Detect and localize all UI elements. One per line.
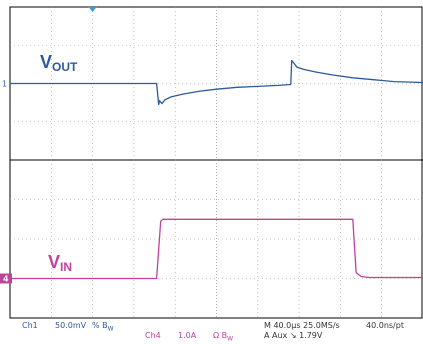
plot-frame [9, 6, 423, 319]
traces [10, 59, 423, 280]
ch1-scale: 50.0mV [55, 321, 87, 330]
vin-label: VIN [48, 252, 73, 274]
ch4-scale: 1.0A [178, 331, 197, 340]
ch4-ground-marker [0, 273, 12, 284]
sample-interval-readout: 40.0ns/pt [366, 321, 404, 330]
ch4-ground-marker-label: 4 [3, 275, 9, 284]
ch1-label: Ch1 [22, 321, 38, 330]
ch4-coupling: Ω BW [213, 331, 234, 343]
trigger-position-marker [88, 7, 97, 12]
trace-vin [10, 218, 423, 280]
channel-markers: 14 [0, 7, 97, 284]
ch1-ground-marker: 1 [2, 80, 7, 89]
vout-label: VOUT [40, 52, 78, 74]
ch1-coupling: % BW [92, 321, 114, 333]
ch4-label: Ch4 [145, 331, 161, 340]
trace-vout [10, 59, 423, 106]
timebase-readout: M 40.0µs 25.0MS/s [264, 321, 340, 330]
trigger-readout: A Aux ↘ 1.79V [264, 331, 323, 340]
